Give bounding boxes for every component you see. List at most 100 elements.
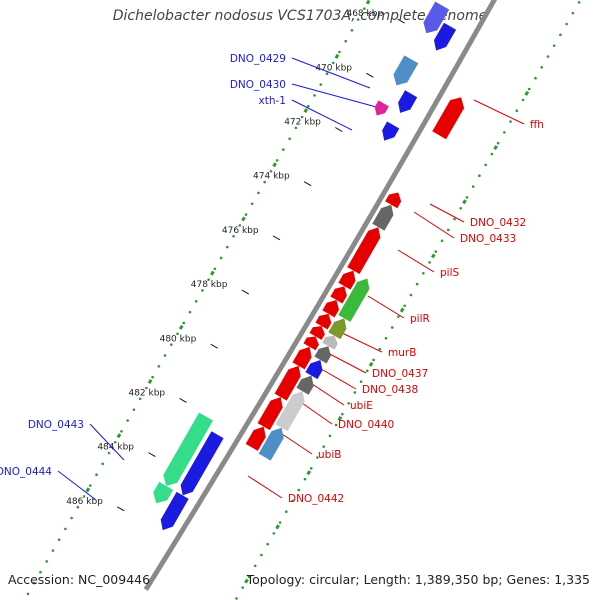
guide-dot (521, 98, 525, 102)
gene-label[interactable]: DNO_0429 (230, 53, 286, 65)
tick-mark (335, 127, 343, 132)
leader-line (473, 99, 525, 125)
gene-label[interactable]: DNO_0442 (288, 493, 344, 505)
gene-label[interactable]: DNO_0440 (338, 419, 394, 431)
guide-dot (350, 29, 354, 32)
gene-label[interactable]: DNO_0430 (230, 79, 286, 91)
gene-ubie[interactable] (305, 360, 323, 380)
gene-arrow[interactable] (160, 491, 189, 531)
gene-arrow[interactable] (338, 270, 356, 290)
guide-dash (178, 324, 184, 330)
gene-arrow[interactable] (423, 1, 450, 34)
gene-labels: DNO_0429 DNO_0430 xth-1 ffh DNO_0432 DNO_0433… (0, 53, 544, 505)
guide-dot (247, 575, 251, 579)
gene-dno-0429[interactable] (393, 55, 419, 86)
gene-label[interactable]: pilR (410, 313, 430, 325)
gene-xth-1[interactable] (374, 100, 389, 116)
guide-dot (232, 234, 235, 238)
guide-dot (188, 310, 192, 314)
gene-label[interactable]: pilS (440, 267, 459, 279)
gene-arrow[interactable] (274, 365, 301, 401)
gene-arrow[interactable] (322, 300, 339, 318)
gene-label[interactable]: DNO_0438 (362, 384, 418, 396)
guide-dot (39, 570, 42, 574)
guide-dot (207, 278, 210, 281)
leader-line (367, 295, 405, 319)
guide-dot (446, 228, 450, 232)
gene-arrow[interactable] (303, 336, 319, 351)
gene-label[interactable]: DNO_0443 (28, 419, 84, 431)
guide-dot (397, 315, 400, 318)
gene-label[interactable]: DNO_0437 (372, 368, 428, 380)
gene-dno-0432[interactable] (385, 192, 402, 209)
dotted-guide-lines (26, 1, 581, 600)
gene-label[interactable]: murB (388, 347, 416, 359)
guide-dot (577, 1, 581, 4)
guide-dot (465, 196, 469, 199)
gene-murb[interactable] (328, 318, 347, 340)
gene-dno-0442[interactable] (258, 427, 284, 461)
gene-arrow[interactable] (309, 326, 325, 340)
guide-dot (303, 477, 307, 481)
guide-dash (85, 487, 91, 493)
gene-pils[interactable] (347, 227, 381, 274)
guide-dot (552, 44, 556, 47)
guide-dash (368, 361, 374, 367)
gene-label[interactable]: DNO_0433 (460, 233, 516, 245)
gene-ubib[interactable] (275, 391, 305, 432)
gene-pilr[interactable] (338, 278, 370, 322)
gene-ffh[interactable] (432, 97, 465, 140)
guide-dot (319, 83, 323, 86)
guide-dot (428, 261, 431, 264)
gene-arrow[interactable] (315, 313, 332, 330)
gene-label[interactable]: xth-1 (259, 95, 286, 107)
guide-dot (415, 282, 419, 286)
tick-label: 474 kbp (253, 172, 290, 182)
guide-dot (325, 72, 329, 76)
guide-dot (403, 304, 406, 308)
gene-dno-0430[interactable] (398, 90, 418, 113)
guide-dot (347, 402, 350, 405)
gene-dno-0440[interactable] (296, 375, 314, 395)
gene-arrow[interactable] (292, 346, 312, 370)
gene-dno-0444[interactable] (180, 431, 224, 496)
guide-dot (356, 18, 360, 21)
gene-arrow[interactable] (245, 426, 266, 451)
gene-arrow[interactable] (434, 22, 457, 51)
guide-dot (26, 592, 30, 596)
scale-ticks: 468 kbp 470 kbp 472 kbp 474 kbp 476 kbp 478 k… (66, 0, 530, 584)
gene-label[interactable]: DNO_0444 (0, 466, 52, 478)
guide-dot (32, 581, 36, 585)
guide-dot (390, 326, 394, 329)
gene-label[interactable]: ffh (530, 119, 544, 131)
guide-dot (453, 217, 456, 221)
gene-dno-0433[interactable] (372, 204, 394, 231)
guide-dash (244, 578, 249, 584)
gene-arrow[interactable] (257, 397, 283, 431)
guide-dash (306, 470, 312, 476)
guide-dot (372, 358, 375, 362)
leader-line (89, 423, 125, 461)
tick-mark (210, 343, 218, 349)
guide-dash (431, 253, 436, 259)
tick-mark (272, 235, 281, 241)
gene-arrow[interactable] (153, 481, 174, 504)
gene-dno-0437[interactable] (322, 335, 338, 350)
guide-dot (515, 109, 519, 113)
guide-dot (313, 94, 316, 97)
guide-dot (76, 505, 80, 509)
guide-dash (210, 270, 215, 276)
leader-line (315, 365, 357, 390)
guide-dot (422, 271, 425, 275)
gene-arrow[interactable] (382, 121, 400, 141)
leader-line (429, 203, 465, 223)
gene-arrow[interactable] (330, 286, 347, 304)
gene-label[interactable]: DNO_0432 (470, 217, 526, 229)
gene-dno-0438[interactable] (314, 346, 331, 364)
gene-label[interactable]: ubiE (350, 400, 373, 412)
leader-line (325, 351, 367, 374)
gene-label[interactable]: ubiB (318, 449, 341, 461)
leader-line (413, 211, 455, 239)
gene-dno-0443[interactable] (163, 412, 213, 486)
